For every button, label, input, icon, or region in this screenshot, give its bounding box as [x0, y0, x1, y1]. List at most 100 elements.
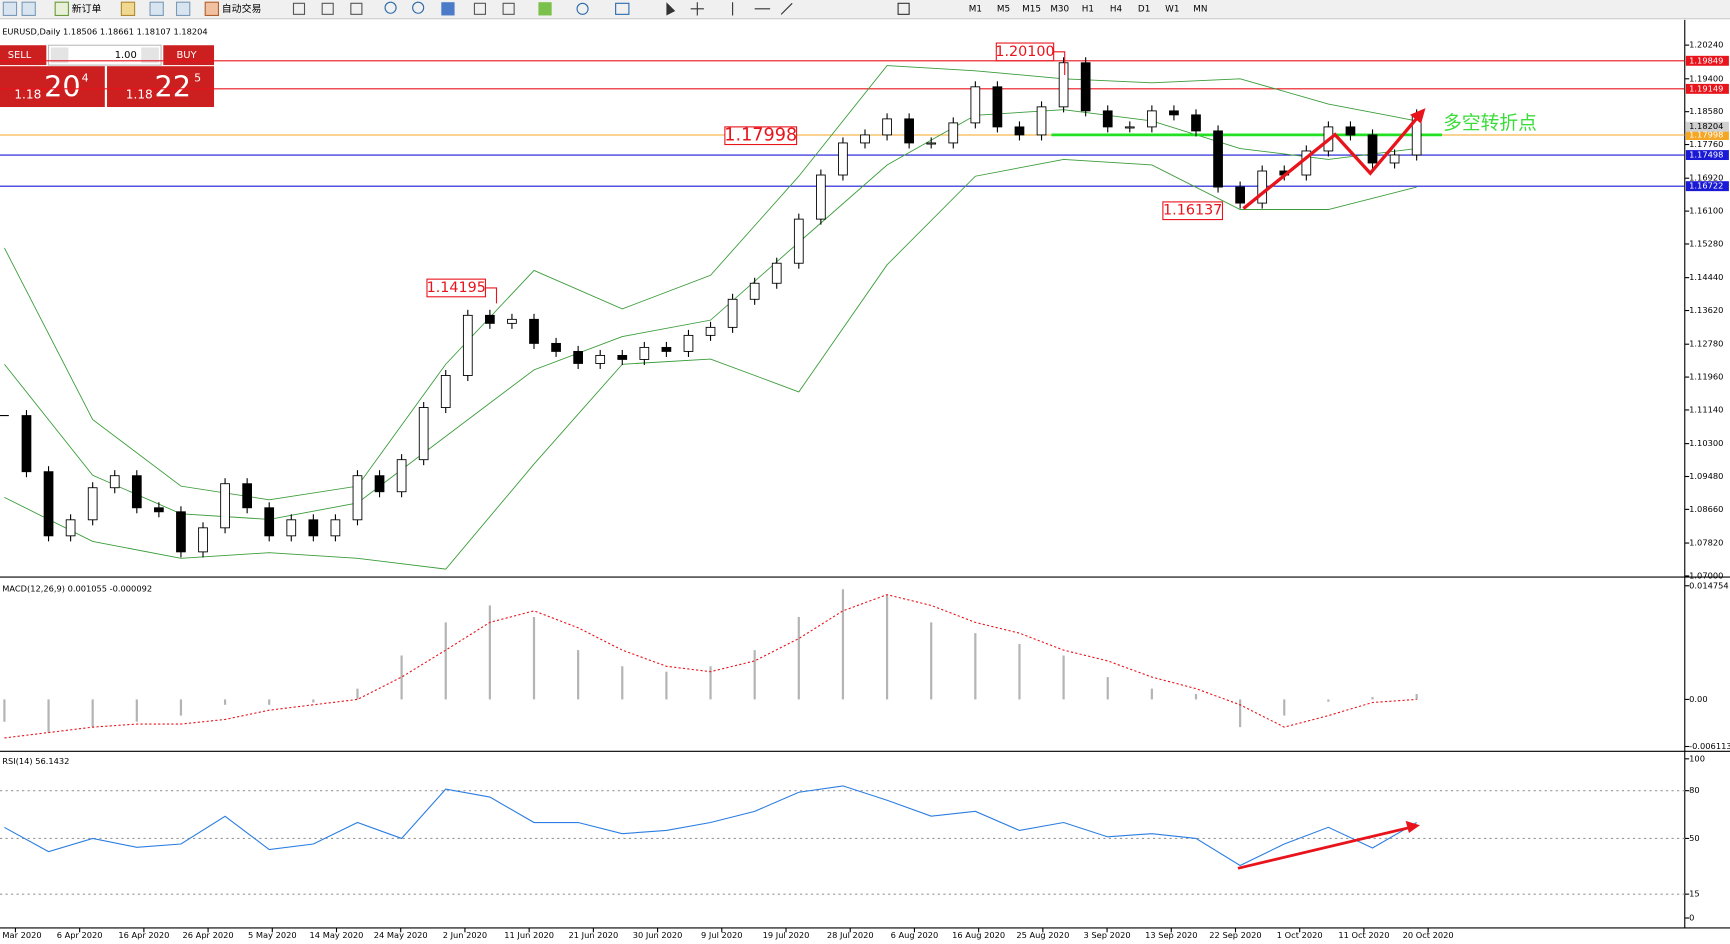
line-tools[interactable]: [732, 2, 793, 16]
bollinger-middle: [4, 109, 1417, 520]
x-tick-label: 9 Jul 2020: [701, 930, 743, 940]
macd-bar: [1327, 699, 1330, 702]
auto-trade-icon[interactable]: [204, 1, 220, 16]
toolbar-button[interactable]: 新订单: [72, 2, 102, 15]
y-tick-label: 1.13620: [1689, 305, 1723, 315]
level-price-label: 1.16722: [1689, 181, 1723, 191]
sell-button[interactable]: [0, 45, 47, 66]
timeframe-button[interactable]: D1: [1138, 4, 1150, 14]
lot-down[interactable]: [50, 47, 69, 63]
text-label-icon[interactable]: [897, 2, 910, 15]
macd-bar: [577, 650, 580, 700]
toolbar-button[interactable]: 自动交易: [222, 2, 262, 15]
tool-icon[interactable]: [441, 2, 455, 16]
buy-label[interactable]: BUY: [177, 50, 198, 61]
y-tick-label: 1.14440: [1689, 272, 1723, 282]
macd-bar: [1239, 699, 1242, 728]
timeframe-button[interactable]: H1: [1082, 4, 1094, 14]
timeframe-button[interactable]: H4: [1110, 4, 1123, 14]
y-tick-label: 1.18580: [1689, 106, 1723, 116]
period-icon[interactable]: [576, 2, 589, 15]
x-tick-label: 21 Jun 2020: [568, 930, 618, 940]
y-tick-label: 1.08660: [1689, 504, 1723, 514]
candle: [1124, 126, 1135, 129]
y-tick-label: 80: [1689, 785, 1700, 795]
timeframe-button[interactable]: M1: [969, 4, 982, 14]
x-tick-label: 16 Apr 2020: [118, 930, 169, 940]
sell-label[interactable]: SELL: [8, 50, 32, 61]
macd-bar: [753, 650, 756, 700]
x-tick-label: 1 Oct 2020: [1277, 930, 1323, 940]
candle: [242, 483, 252, 509]
macd-bar: [665, 671, 668, 700]
macd-bar: [444, 622, 447, 700]
x-tick-label: 25 Aug 2020: [1016, 930, 1069, 940]
candle: [330, 519, 341, 537]
zoom-in[interactable]: [384, 1, 397, 14]
macd-bar: [1371, 697, 1374, 700]
template-icon[interactable]: [615, 2, 630, 15]
timeframe-button[interactable]: M5: [997, 4, 1010, 14]
crosshair-icon[interactable]: [690, 2, 704, 16]
level-price-label: 1.17998: [1689, 130, 1723, 140]
level-price-box: [1685, 130, 1729, 140]
lot-up[interactable]: [141, 47, 159, 63]
candle: [1367, 134, 1378, 164]
current-price-label: 1.18204: [1689, 121, 1723, 131]
buy-button[interactable]: [163, 45, 215, 66]
y-tick-label: 100: [1689, 753, 1705, 763]
buy-price-box[interactable]: [107, 66, 215, 108]
macd-bar: [1150, 688, 1153, 700]
candle: [374, 475, 385, 493]
tool-icon[interactable]: [473, 2, 487, 15]
sell-price-box[interactable]: [0, 66, 105, 108]
price-annotation: 1.17998: [724, 126, 797, 146]
x-tick-label: 26 Apr 2020: [183, 930, 234, 940]
tool-icon[interactable]: [21, 1, 36, 16]
candle: [286, 519, 297, 537]
candle: [816, 174, 826, 220]
tool-icon[interactable]: [292, 2, 306, 15]
lot-input[interactable]: [47, 44, 162, 66]
candle: [970, 86, 981, 124]
tool-icon[interactable]: [350, 2, 363, 15]
x-tick-label: 11 Oct 2020: [1338, 930, 1389, 940]
tool-icon[interactable]: [2, 1, 18, 16]
lot-value[interactable]: 1.00: [115, 50, 137, 61]
tool-icon[interactable]: [120, 1, 136, 16]
candle: [617, 354, 628, 360]
y-tick-label: 15: [1689, 889, 1700, 899]
timeframe-button[interactable]: M15: [1022, 4, 1041, 14]
buy-price-small: 5: [194, 71, 201, 84]
timeframe-button[interactable]: M30: [1050, 4, 1069, 14]
y-tick-label: 0.014754: [1689, 580, 1728, 590]
rsi-trend-arrow: [1237, 826, 1411, 870]
timeframe-button[interactable]: W1: [1165, 4, 1179, 14]
candle: [727, 298, 738, 328]
macd-bar: [974, 633, 977, 700]
level-price-label: 1.17498: [1689, 150, 1723, 160]
cursor-icon[interactable]: [666, 2, 676, 16]
drawing-tools: [292, 1, 910, 16]
arrow-head: [1410, 108, 1426, 124]
y-tick-label: 1.11960: [1689, 372, 1723, 382]
macd-bar: [841, 589, 845, 700]
tool-icon[interactable]: [538, 2, 552, 16]
y-tick-label: 1.15280: [1689, 238, 1723, 248]
tool-icon[interactable]: [175, 1, 191, 16]
macd-signal: [4, 594, 1417, 739]
tool-icon[interactable]: [149, 1, 164, 16]
new-order-icon[interactable]: [54, 1, 69, 16]
x-tick-label: 5 May 2020: [248, 930, 297, 940]
candle: [838, 142, 848, 176]
candle: [43, 471, 54, 537]
candle: [860, 134, 870, 144]
timeframe-button[interactable]: MN: [1193, 4, 1207, 14]
zoom-out[interactable]: [412, 1, 425, 14]
candle: [1235, 186, 1245, 204]
x-tick-label: 11 Jun 2020: [504, 930, 554, 940]
candle: [595, 354, 606, 364]
tool-icon[interactable]: [502, 2, 515, 15]
tool-icon[interactable]: [321, 2, 334, 15]
